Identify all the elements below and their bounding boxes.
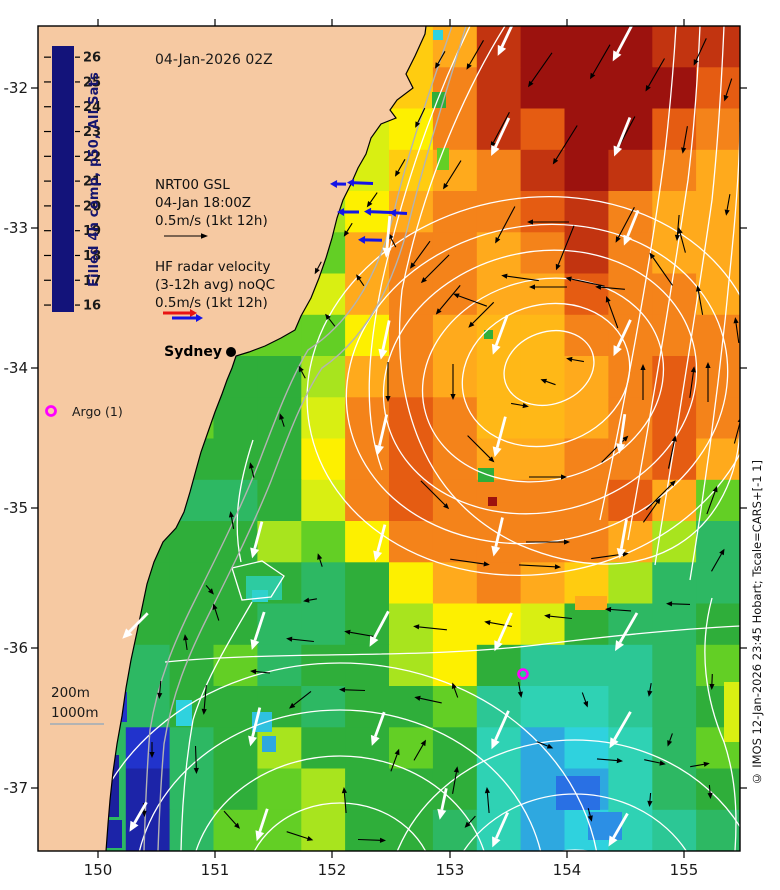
coastline	[105, 25, 427, 852]
ssh-contours	[82, 26, 740, 851]
colorbar-tick-label: 25	[83, 75, 101, 90]
y-tick-label: -34	[4, 359, 29, 377]
colorbar-tick-label: 22	[83, 150, 101, 165]
colorbar-title: Filled 4h comp, p50, All Sats	[86, 71, 102, 287]
y-tick-label: -35	[4, 499, 29, 517]
gsl-legend-line3: 0.5m/s (1kt 12h)	[155, 213, 268, 229]
credit-text: © IMOS 12-Jan-2026 23:45 Hobart; Tscale=…	[750, 460, 764, 786]
y-tick-label: -32	[4, 79, 29, 97]
gsl-legend-line2: 04-Jan 18:00Z	[155, 195, 252, 211]
argo-legend-label: Argo (1)	[72, 404, 123, 419]
axes: 150 151 152 153 154 155 -32 -33 -34 -35 -36 -37	[4, 19, 747, 879]
colorbar: 26 25 24 23 22 21 20 19 18 17 16	[44, 46, 101, 314]
isobath-contours	[143, 26, 467, 851]
arrows-hf-blue	[330, 178, 408, 244]
argo-marker	[517, 668, 529, 680]
colorbar-tick-label: 21	[83, 175, 101, 190]
gsl-legend: NRT00 GSL 04-Jan 18:00Z 0.5m/s (1kt 12h)	[155, 176, 268, 230]
date-label: 04-Jan-2026 02Z	[155, 52, 273, 68]
y-tick-label: -33	[4, 219, 29, 237]
hf-radar-legend: HF radar velocity (3-12h avg) noQC 0.5m/…	[155, 258, 275, 312]
isobath-label-1000m: 1000m	[51, 705, 99, 721]
x-tick-label: 155	[670, 861, 699, 879]
hf-legend-line1: HF radar velocity	[155, 259, 271, 275]
isobath-label-200m: 200m	[51, 685, 90, 701]
gsl-legend-line1: NRT00 GSL	[155, 177, 230, 193]
colorbar-tick-label: 23	[83, 125, 101, 140]
hf-legend-line2: (3-12h avg) noQC	[155, 277, 276, 293]
city-label-sydney: Sydney	[164, 344, 222, 360]
x-tick-label: 150	[84, 861, 113, 879]
sydney-marker	[226, 347, 236, 357]
y-tick-label: -36	[4, 639, 29, 657]
colorbar-tick-label: 19	[83, 224, 101, 239]
colorbar-tick-label: 18	[83, 249, 101, 264]
colorbar-title-box: Filled 4h comp, p50, All Sats	[84, 46, 104, 312]
isobath-legend-line	[50, 723, 104, 725]
colorbar-tick-label: 16	[83, 299, 101, 314]
legend-arrows	[163, 233, 208, 322]
x-tick-label: 152	[318, 861, 347, 879]
x-tick-label: 151	[201, 861, 230, 879]
x-tick-label: 154	[553, 861, 582, 879]
land-mass	[38, 26, 426, 851]
credit-box: © IMOS 12-Jan-2026 23:45 Hobart; Tscale=…	[750, 395, 770, 851]
colorbar-tick-label: 26	[83, 51, 101, 66]
argo-legend-marker	[45, 405, 57, 417]
colorbar-tick-label: 20	[83, 199, 101, 214]
y-tick-label: -37	[4, 779, 29, 797]
x-tick-label: 153	[436, 861, 465, 879]
colorbar-tick-label: 24	[83, 100, 101, 115]
hf-legend-line3: 0.5m/s (1kt 12h)	[155, 295, 268, 311]
arrows-white	[122, 26, 640, 848]
colorbar-tick-label: 17	[83, 274, 101, 289]
